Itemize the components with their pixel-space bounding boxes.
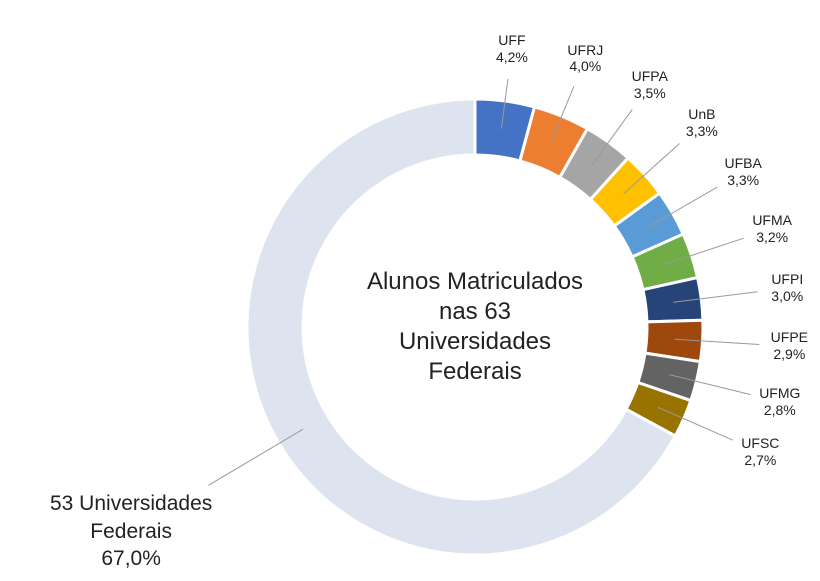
category-label: UFMA (752, 211, 792, 228)
category-label: 53 Universidades Federais (49, 492, 213, 543)
slice-label: 53 Universidades Federais 67,0% (36, 490, 226, 572)
slice-label: UnB 3,3% (686, 107, 718, 141)
slice-label: UFPI 3,0% (771, 271, 803, 305)
slice-label: UFRJ 4,0% (567, 42, 603, 76)
value-label: 2,9% (773, 346, 806, 363)
slice-label: UFPE 2,9% (771, 330, 808, 364)
value-label: 3,0% (771, 288, 804, 304)
slice-label: UFBA 3,3% (724, 155, 761, 189)
donut-slice (245, 97, 678, 557)
category-label: UFF (498, 32, 526, 49)
value-label: 3,5% (633, 85, 666, 102)
leader-line (550, 86, 575, 143)
category-label: UFBA (724, 155, 762, 172)
value-label: 3,3% (685, 123, 718, 140)
value-label: 67,0% (101, 546, 161, 570)
leader-line (674, 338, 760, 345)
slice-label: UFMG 2,8% (759, 385, 800, 419)
leader-line (673, 291, 758, 303)
category-label: UFPA (631, 68, 668, 85)
chart-title: Alunos Matriculados nas 63 Universidades… (366, 268, 584, 385)
category-label: UnB (688, 106, 716, 123)
value-label: 3,2% (756, 228, 789, 245)
slice-label: UFF 4,2% (496, 32, 528, 66)
leader-line (500, 78, 509, 129)
slice-label: UFPA 3,5% (632, 68, 668, 102)
leader-line (657, 406, 734, 441)
value-label: 2,8% (763, 401, 796, 418)
value-label: 4,2% (495, 49, 528, 66)
leader-line (664, 237, 744, 265)
leader-line (647, 186, 718, 228)
value-label: 2,7% (744, 452, 777, 469)
category-label: UFRJ (567, 41, 604, 58)
value-label: 3,3% (727, 172, 760, 189)
category-label: UFPI (771, 271, 804, 288)
slice-label: UFMA 3,2% (752, 212, 792, 246)
category-label: UFPE (770, 329, 808, 346)
slice-label: UFSC 2,7% (741, 435, 779, 469)
category-label: UFMG (759, 384, 801, 401)
leader-line (669, 374, 751, 396)
leader-line (591, 109, 633, 166)
value-label: 4,0% (569, 58, 602, 75)
category-label: UFSC (741, 435, 780, 452)
leader-line (208, 428, 304, 486)
leader-line (623, 143, 680, 194)
